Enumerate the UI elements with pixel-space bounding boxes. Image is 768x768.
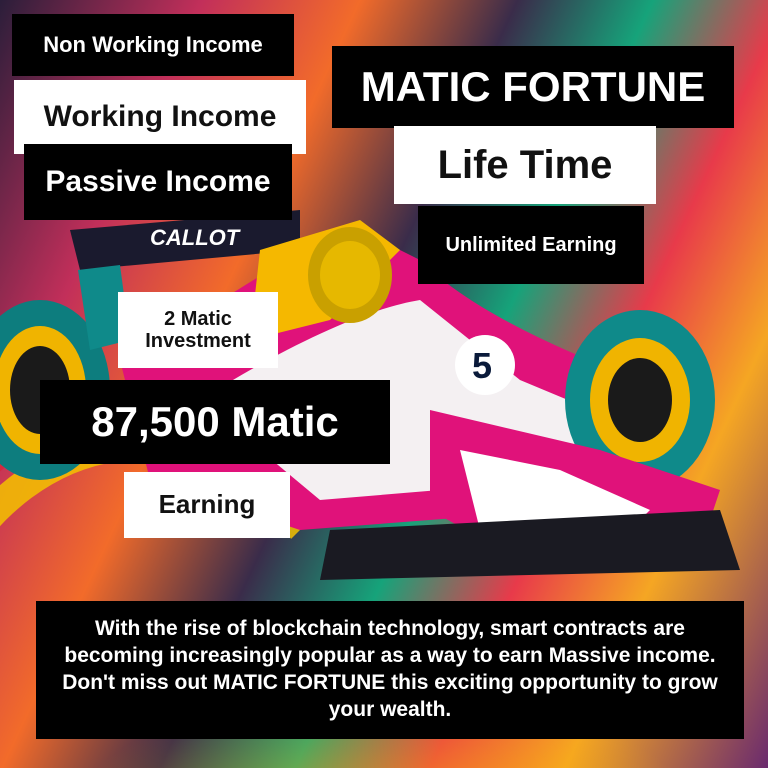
description-paragraph: With the rise of blockchain technology, … [36, 601, 744, 739]
earning-amount: 87,500 Matic [40, 380, 390, 464]
car-number: 5 [472, 345, 492, 386]
life-time-label: Life Time [394, 126, 656, 204]
passive-income-label: Passive Income [24, 144, 292, 220]
car-number-circle [455, 335, 515, 395]
investment-label: 2 Matic Investment [118, 292, 278, 368]
car-sponsor-text: CALLOT [150, 225, 241, 250]
non-working-income-label: Non Working Income [12, 14, 294, 76]
unlimited-earning-label: Unlimited Earning [418, 206, 644, 284]
working-income-label: Working Income [14, 80, 306, 154]
brand-title: MATIC FORTUNE [332, 46, 734, 128]
front-wing-lower [320, 510, 740, 580]
earning-label: Earning [124, 472, 290, 538]
rear-wing [70, 210, 300, 270]
